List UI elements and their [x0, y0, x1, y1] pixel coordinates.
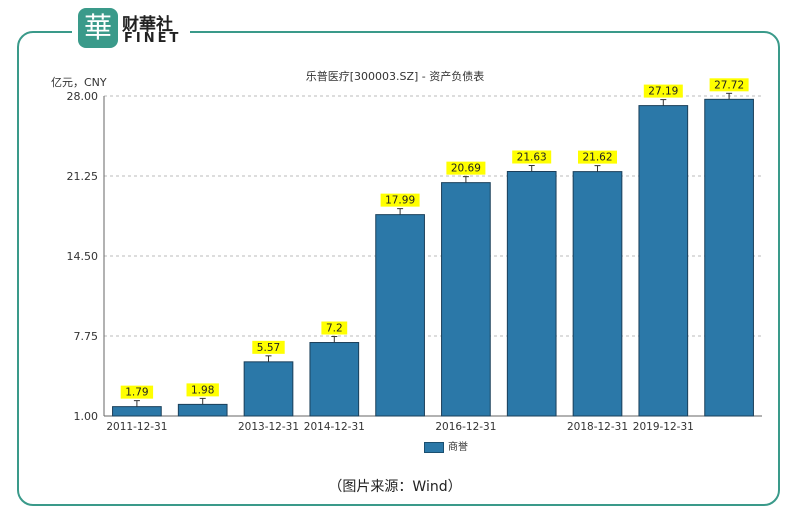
y-axis-unit: 亿元，CNY	[51, 76, 107, 89]
y-tick-label: 1.00	[74, 410, 99, 423]
bar	[243, 361, 294, 417]
data-label-bg	[446, 161, 486, 175]
card-frame	[17, 31, 780, 506]
data-label: 27.19	[648, 86, 678, 98]
y-tick-label: 7.75	[74, 330, 99, 343]
x-tick-label: 2016-12-31	[435, 421, 496, 433]
data-label-bg	[321, 321, 348, 335]
data-label-bg	[512, 150, 552, 164]
data-label: 5.57	[257, 342, 280, 354]
y-tick-label: 14.50	[67, 250, 99, 263]
logo-name-cn: 财華社	[122, 15, 173, 35]
bar	[506, 170, 557, 417]
data-label-bg	[643, 84, 683, 98]
legend-swatch	[424, 441, 444, 453]
chart-legend: 商誉	[424, 438, 468, 453]
bar	[638, 105, 689, 417]
logo-seal-icon: 華	[78, 8, 118, 48]
data-label-bg	[252, 340, 285, 354]
bar	[177, 403, 228, 417]
data-label-bg	[380, 193, 420, 207]
bar	[112, 406, 162, 417]
source-note: （图片来源：Wind）	[328, 479, 462, 495]
data-label: 21.63	[517, 151, 547, 163]
logo-name-en: FINET	[124, 31, 182, 46]
bar	[309, 342, 360, 417]
data-label-bg	[120, 385, 154, 399]
x-tick-label: 2013-12-31	[238, 421, 299, 433]
y-tick-label: 21.25	[67, 170, 99, 183]
x-tick-label: 2018-12-31	[567, 421, 628, 433]
data-label: 21.62	[582, 152, 612, 164]
chart-title: 乐普医疗[300003.SZ] - 资产负债表	[305, 70, 485, 83]
data-label-bg	[578, 150, 617, 164]
data-label-bg	[709, 78, 749, 92]
data-label: 20.69	[451, 163, 481, 175]
x-tick-label: 2014-12-31	[304, 421, 365, 433]
data-label: 17.99	[385, 195, 415, 207]
bar	[572, 171, 623, 417]
finet-logo: 華 财華社 FINET	[72, 6, 190, 52]
x-tick-label: 2019-12-31	[633, 421, 694, 433]
data-label: 1.98	[191, 384, 214, 396]
bar	[441, 182, 491, 417]
x-tick-label: 2011-12-31	[106, 421, 167, 433]
legend-label: 商誉	[448, 442, 468, 453]
y-tick-label: 28.00	[67, 90, 99, 103]
bar	[704, 98, 754, 417]
bar	[375, 214, 425, 417]
data-label: 1.79	[125, 387, 148, 399]
data-label-bg	[186, 383, 219, 397]
data-label: 27.72	[714, 79, 744, 91]
data-label: 7.2	[326, 323, 343, 335]
